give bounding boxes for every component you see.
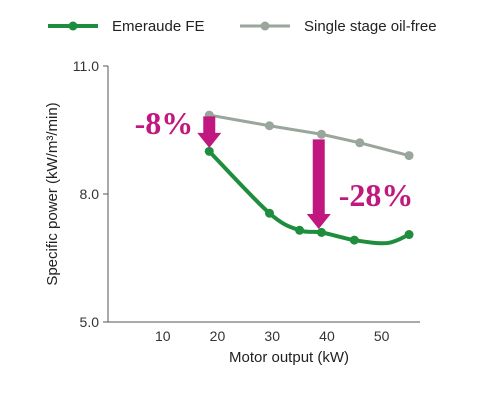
y-axis-title: Specific power (kW/m³/min)	[44, 102, 61, 285]
x-tick-label: 20	[210, 328, 226, 344]
y-tick-label: 11.0	[73, 58, 99, 74]
x-tick-label: 50	[374, 328, 390, 344]
y-tick-label: 5.0	[80, 314, 100, 330]
data-point-single-stage-oil-free	[316, 129, 326, 139]
data-point-emeraude-fe	[316, 227, 326, 237]
data-point-emeraude-fe	[204, 146, 214, 156]
reduction-label: -8%	[135, 105, 194, 141]
reduction-arrow	[306, 139, 331, 229]
x-axis-title: Motor output (kW)	[229, 349, 349, 366]
data-point-emeraude-fe	[295, 225, 305, 235]
series-layer	[204, 110, 414, 246]
x-tick-label: 40	[319, 328, 335, 344]
data-point-single-stage-oil-free	[355, 138, 365, 148]
legend-marker-emeraude-fe	[68, 21, 78, 31]
y-tick-label: 8.0	[80, 186, 100, 202]
legend-label-single-stage-oil-free: Single stage oil-free	[304, 18, 437, 35]
reduction-arrow	[197, 116, 222, 148]
data-point-single-stage-oil-free	[404, 151, 414, 161]
series-line-single-stage-oil-free	[207, 113, 411, 158]
x-tick-label: 10	[155, 328, 171, 344]
data-point-emeraude-fe	[404, 230, 414, 240]
data-point-emeraude-fe	[264, 208, 274, 218]
data-point-single-stage-oil-free	[264, 121, 274, 131]
reduction-label: -28%	[339, 177, 414, 213]
data-point-emeraude-fe	[349, 235, 359, 245]
x-tick-label: 30	[264, 328, 280, 344]
legend-marker-single-stage-oil-free	[260, 21, 270, 31]
legend-label-emeraude-fe: Emeraude FE	[112, 18, 205, 35]
annotation-layer: -8% -28%	[135, 105, 414, 229]
axes: 5.0 8.0 11.0 10 20 30 40 50 Motor output (kW) Spe…	[44, 58, 420, 366]
legend: Emeraude FE Single stage oil-free	[48, 18, 437, 35]
